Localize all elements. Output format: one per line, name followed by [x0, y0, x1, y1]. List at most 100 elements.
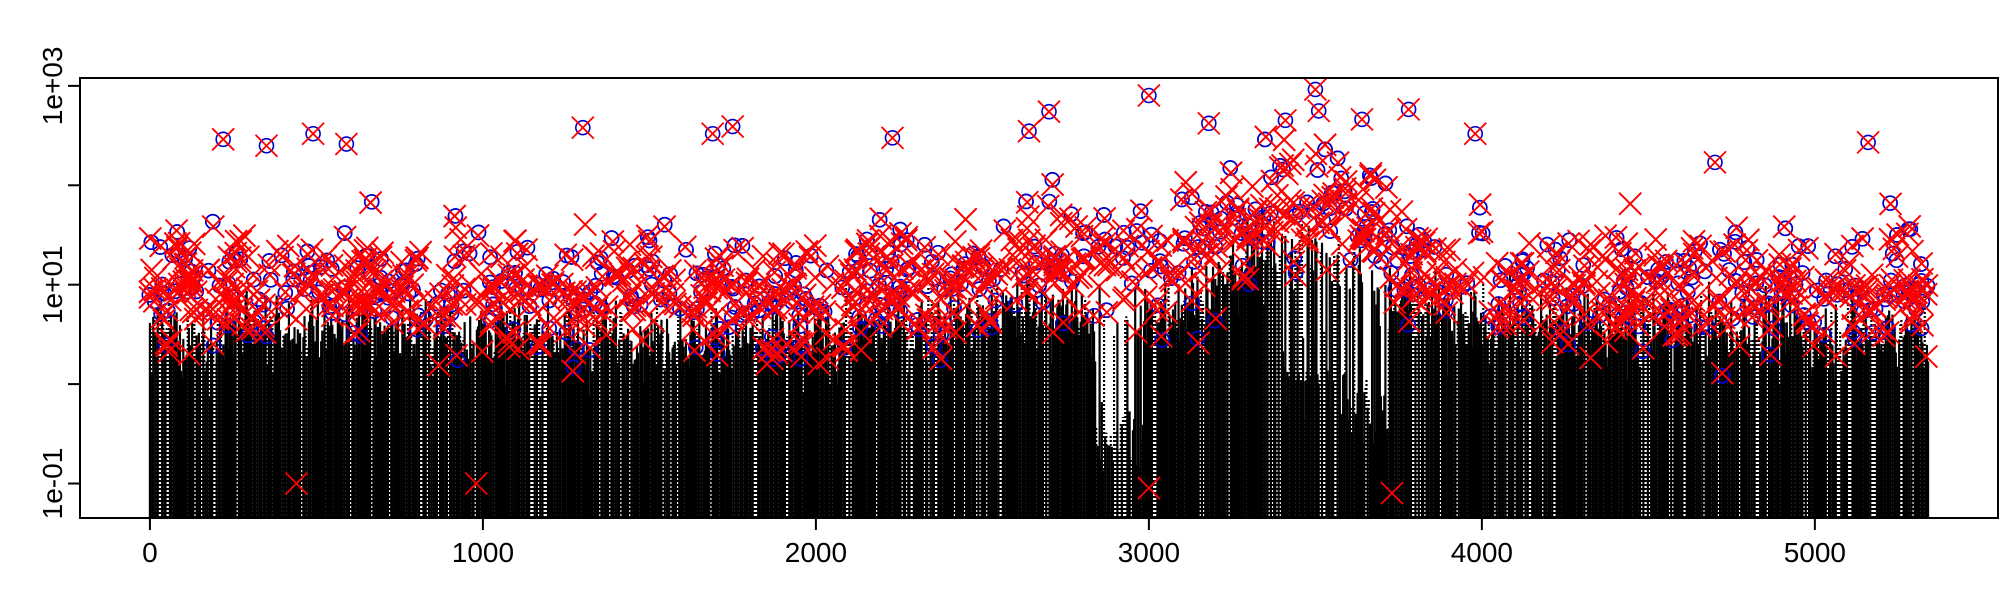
blue-circle-point [1913, 256, 1929, 272]
red-cross-point [1283, 263, 1308, 287]
red-cross-point [177, 342, 201, 366]
blue-circle-point [1490, 296, 1507, 312]
red-cross-point [390, 278, 414, 302]
red-cross-point [933, 278, 958, 303]
blue-circle-point [256, 320, 272, 337]
red-cross-point [1735, 238, 1759, 262]
red-cross-point [489, 271, 513, 295]
blue-circle-point [1322, 223, 1339, 239]
blue-circle-point [1608, 230, 1625, 246]
red-cross-point [358, 190, 383, 215]
red-cross-point [1149, 324, 1174, 349]
red-cross-point [1680, 236, 1704, 260]
blue-circle-point [1467, 125, 1484, 142]
blue-circle-point [164, 247, 181, 263]
red-cross-point [350, 290, 374, 314]
red-cross-point [352, 294, 376, 318]
red-cross-point [1734, 248, 1758, 272]
blue-circle-point [1800, 238, 1816, 254]
red-cross-point [1701, 249, 1725, 274]
blue-circle-point [1846, 331, 1863, 348]
red-cross-point [143, 278, 167, 302]
red-cross-point [1041, 172, 1065, 197]
red-cross-point [1748, 264, 1772, 289]
red-cross-point [383, 297, 407, 321]
red-cross-point [1740, 305, 1764, 329]
red-cross-point [528, 331, 552, 356]
blue-circle-point [262, 272, 279, 288]
red-cross-point [1842, 273, 1867, 298]
red-cross-point [535, 274, 559, 298]
red-cross-point [1180, 289, 1204, 313]
blue-circle-point [1561, 232, 1578, 249]
red-cross-point [1725, 216, 1749, 240]
red-cross-point [1186, 331, 1210, 355]
blue-circle-point [338, 136, 355, 152]
blue-circle-point [1201, 115, 1217, 132]
red-cross-point [1041, 320, 1065, 345]
blue-circle-point [1459, 275, 1476, 291]
red-cross-point [310, 288, 334, 312]
red-cross-point [1145, 289, 1169, 314]
blue-circle-point [593, 265, 610, 282]
red-cross-point [1832, 279, 1856, 303]
red-cross-point [1886, 222, 1910, 247]
blue-circle-point [1596, 291, 1613, 308]
red-cross-point [1164, 256, 1188, 281]
red-cross-point [1017, 228, 1041, 252]
blue-circle-point [1163, 270, 1179, 287]
blue-circle-point [946, 300, 962, 316]
red-cross-point [345, 292, 370, 316]
blue-circle-point [169, 224, 185, 240]
red-cross-point [1034, 228, 1058, 252]
blue-circle-point [1471, 225, 1487, 241]
red-cross-point [1772, 214, 1796, 239]
blue-circle-point [1247, 201, 1264, 218]
red-cross-point [1435, 300, 1459, 325]
red-cross-point [858, 282, 883, 306]
red-cross-point [1328, 165, 1352, 189]
red-cross-point [1885, 244, 1909, 269]
red-cross-point [1069, 264, 1094, 289]
red-cross-point [759, 337, 784, 362]
red-cross-point [175, 268, 199, 292]
red-cross-point [641, 281, 666, 305]
blue-circle-point [363, 194, 380, 210]
blue-circle-point [995, 218, 1012, 235]
red-cross-point [572, 313, 597, 338]
red-cross-point [590, 264, 615, 289]
red-cross-point [844, 260, 868, 285]
red-cross-point [1095, 300, 1119, 324]
blue-circle-point [205, 337, 222, 354]
red-cross-point [407, 308, 431, 332]
blue-circle-point [1177, 230, 1193, 247]
blue-circle-point [970, 322, 986, 338]
red-cross-point [816, 254, 840, 278]
red-cross-point [152, 308, 176, 333]
blue-circle-point [678, 241, 694, 258]
red-cross-point [698, 296, 722, 320]
blue-circle-point [792, 351, 809, 367]
blue-circle-point [1174, 191, 1190, 208]
blue-circle-point [704, 125, 721, 142]
blue-circle-point [687, 339, 704, 356]
blue-circle-point [153, 305, 169, 322]
red-cross-point [1593, 224, 1618, 248]
red-cross-point [949, 273, 973, 297]
red-cross-point [934, 316, 958, 340]
red-cross-point [138, 280, 162, 304]
red-cross-point [1330, 232, 1354, 256]
blue-circle-point [1317, 141, 1333, 158]
red-cross-point [1539, 254, 1563, 279]
red-cross-point [1645, 270, 1669, 295]
blue-circle-point [1693, 319, 1710, 336]
blue-circle-point [709, 345, 726, 362]
red-cross-point [1802, 334, 1826, 358]
red-cross-point [1295, 227, 1319, 251]
blue-circle-point [1682, 307, 1698, 324]
blue-circle-point [1262, 205, 1279, 222]
blue-circle-point [1329, 150, 1346, 167]
red-cross-point [1113, 285, 1137, 310]
red-cross-point [1096, 253, 1121, 277]
blue-circle-point [925, 338, 942, 354]
